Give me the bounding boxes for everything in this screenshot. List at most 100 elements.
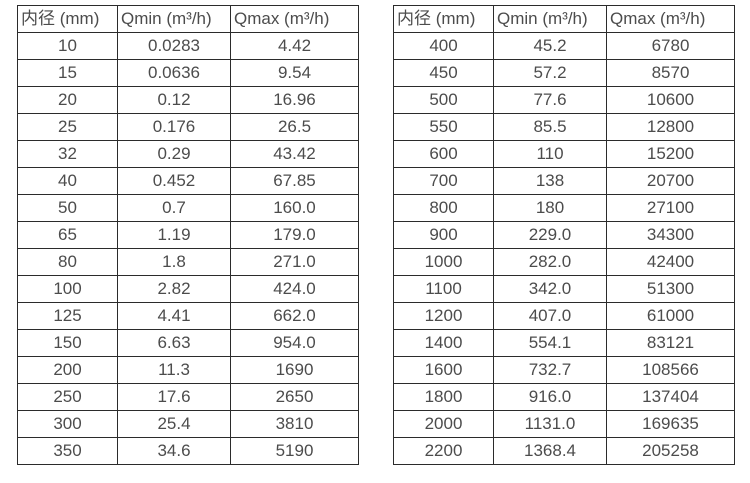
qmax-cell: 34300 xyxy=(606,221,735,249)
qmax-cell: 27100 xyxy=(606,194,735,222)
qmax-cell: 169635 xyxy=(606,410,735,438)
qmax-cell: 9.54 xyxy=(230,59,359,87)
qmax-cell: 4.42 xyxy=(230,32,359,60)
qmax-cell: 42400 xyxy=(606,248,735,276)
diameter-cell: 100 xyxy=(17,275,118,303)
qmax-cell: 205258 xyxy=(606,437,735,465)
qmin-cell: 6.63 xyxy=(117,329,231,357)
qmax-cell: 179.0 xyxy=(230,221,359,249)
qmin-cell: 0.7 xyxy=(117,194,231,222)
qmax-cell: 8570 xyxy=(606,59,735,87)
table-row: 400 45.2 6780 xyxy=(393,32,735,60)
table-row: 800 180 27100 xyxy=(393,194,735,222)
qmax-cell: 10600 xyxy=(606,86,735,114)
qmax-cell: 424.0 xyxy=(230,275,359,303)
table-header: 内径 (mm) Qmin (m³/h) Qmax (m³/h) xyxy=(393,5,735,33)
diameter-cell: 25 xyxy=(17,113,118,141)
qmin-column-header: Qmin (m³/h) xyxy=(493,5,607,33)
qmin-cell: 0.29 xyxy=(117,140,231,168)
qmax-cell: 61000 xyxy=(606,302,735,330)
qmin-cell: 282.0 xyxy=(493,248,607,276)
qmin-cell: 138 xyxy=(493,167,607,195)
qmin-cell: 732.7 xyxy=(493,356,607,384)
qmin-cell: 916.0 xyxy=(493,383,607,411)
diameter-cell: 1400 xyxy=(393,329,494,357)
table-row: 1800 916.0 137404 xyxy=(393,383,735,411)
table-row: 40 0.452 67.85 xyxy=(17,167,359,195)
diameter-cell: 450 xyxy=(393,59,494,87)
qmax-cell: 137404 xyxy=(606,383,735,411)
qmin-cell: 342.0 xyxy=(493,275,607,303)
diameter-cell: 15 xyxy=(17,59,118,87)
table-row: 32 0.29 43.42 xyxy=(17,140,359,168)
qmin-cell: 1131.0 xyxy=(493,410,607,438)
qmax-cell: 3810 xyxy=(230,410,359,438)
qmin-cell: 0.0636 xyxy=(117,59,231,87)
diameter-cell: 2200 xyxy=(393,437,494,465)
table-row: 550 85.5 12800 xyxy=(393,113,735,141)
qmin-cell: 45.2 xyxy=(493,32,607,60)
table-row: 1100 342.0 51300 xyxy=(393,275,735,303)
qmin-cell: 407.0 xyxy=(493,302,607,330)
diameter-cell: 80 xyxy=(17,248,118,276)
diameter-cell: 300 xyxy=(17,410,118,438)
qmin-cell: 77.6 xyxy=(493,86,607,114)
qmax-cell: 15200 xyxy=(606,140,735,168)
table-row: 600 110 15200 xyxy=(393,140,735,168)
header-row: 内径 (mm) Qmin (m³/h) Qmax (m³/h) xyxy=(17,5,359,33)
qmax-cell: 26.5 xyxy=(230,113,359,141)
table-row: 50 0.7 160.0 xyxy=(17,194,359,222)
flow-range-table-small-diameters: 内径 (mm) Qmin (m³/h) Qmax (m³/h) 10 0.0283 4.… xyxy=(17,5,359,465)
qmax-cell: 1690 xyxy=(230,356,359,384)
table-row: 80 1.8 271.0 xyxy=(17,248,359,276)
qmin-cell: 0.12 xyxy=(117,86,231,114)
diameter-cell: 10 xyxy=(17,32,118,60)
diameter-cell: 1000 xyxy=(393,248,494,276)
qmin-cell: 0.0283 xyxy=(117,32,231,60)
diameter-cell: 400 xyxy=(393,32,494,60)
qmin-column-header: Qmin (m³/h) xyxy=(117,5,231,33)
qmin-cell: 0.452 xyxy=(117,167,231,195)
qmax-cell: 83121 xyxy=(606,329,735,357)
diameter-cell: 550 xyxy=(393,113,494,141)
qmin-cell: 554.1 xyxy=(493,329,607,357)
diameter-cell: 900 xyxy=(393,221,494,249)
table-row: 15 0.0636 9.54 xyxy=(17,59,359,87)
qmax-cell: 6780 xyxy=(606,32,735,60)
table-row: 300 25.4 3810 xyxy=(17,410,359,438)
header-row: 内径 (mm) Qmin (m³/h) Qmax (m³/h) xyxy=(393,5,735,33)
diameter-cell: 40 xyxy=(17,167,118,195)
diameter-cell: 2000 xyxy=(393,410,494,438)
qmin-cell: 4.41 xyxy=(117,302,231,330)
table-row: 200 11.3 1690 xyxy=(17,356,359,384)
diameter-cell: 50 xyxy=(17,194,118,222)
table-body: 400 45.2 6780 450 57.2 8570 500 77.6 10600 550 85.… xyxy=(393,32,735,465)
qmax-cell: 20700 xyxy=(606,167,735,195)
table-row: 250 17.6 2650 xyxy=(17,383,359,411)
diameter-column-header: 内径 (mm) xyxy=(393,5,494,33)
diameter-cell: 32 xyxy=(17,140,118,168)
flow-range-table-large-diameters: 内径 (mm) Qmin (m³/h) Qmax (m³/h) 400 45.2 678… xyxy=(393,5,735,465)
diameter-cell: 1100 xyxy=(393,275,494,303)
qmax-column-header: Qmax (m³/h) xyxy=(606,5,735,33)
qmin-cell: 17.6 xyxy=(117,383,231,411)
table-row: 65 1.19 179.0 xyxy=(17,221,359,249)
qmin-cell: 1368.4 xyxy=(493,437,607,465)
diameter-cell: 800 xyxy=(393,194,494,222)
diameter-cell: 700 xyxy=(393,167,494,195)
qmax-cell: 2650 xyxy=(230,383,359,411)
qmax-cell: 108566 xyxy=(606,356,735,384)
diameter-cell: 350 xyxy=(17,437,118,465)
qmax-cell: 12800 xyxy=(606,113,735,141)
qmax-cell: 67.85 xyxy=(230,167,359,195)
table-row: 10 0.0283 4.42 xyxy=(17,32,359,60)
qmin-cell: 0.176 xyxy=(117,113,231,141)
table-header: 内径 (mm) Qmin (m³/h) Qmax (m³/h) xyxy=(17,5,359,33)
table-row: 700 138 20700 xyxy=(393,167,735,195)
table-row: 150 6.63 954.0 xyxy=(17,329,359,357)
table-row: 500 77.6 10600 xyxy=(393,86,735,114)
diameter-column-header: 内径 (mm) xyxy=(17,5,118,33)
qmin-cell: 1.8 xyxy=(117,248,231,276)
qmin-cell: 57.2 xyxy=(493,59,607,87)
qmin-cell: 1.19 xyxy=(117,221,231,249)
